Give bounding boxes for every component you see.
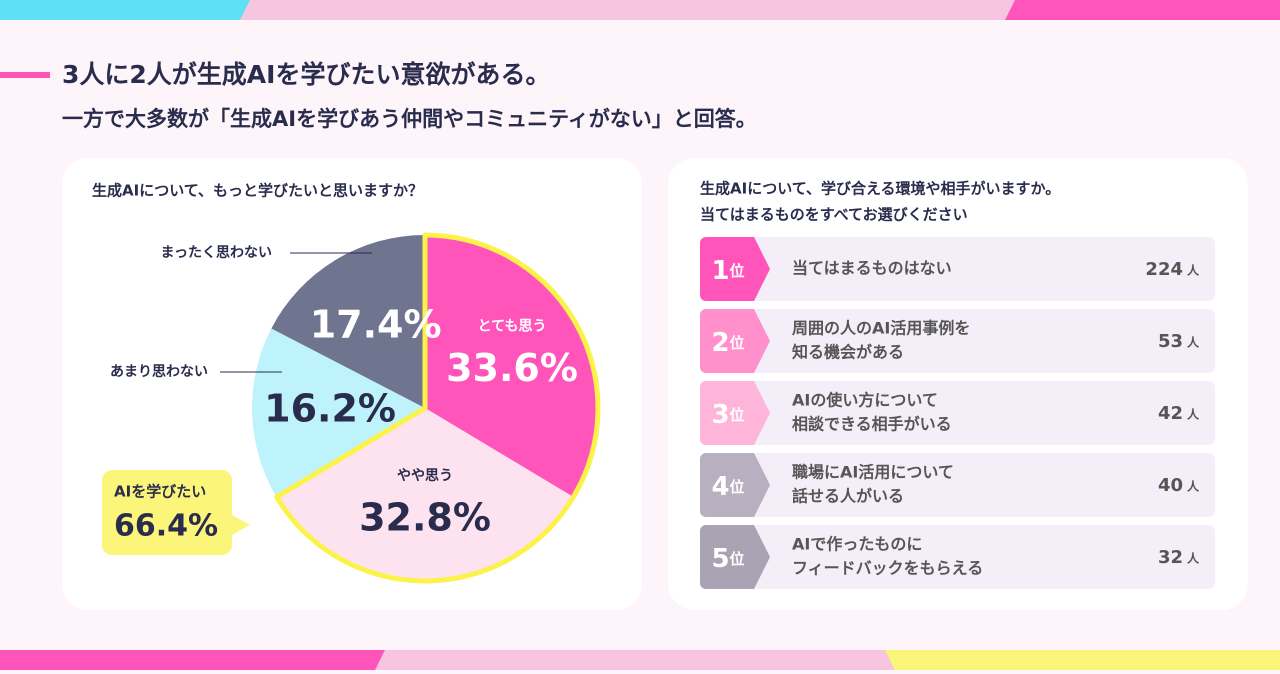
count: 224: [1145, 259, 1183, 280]
pie-question: 生成AIについて、もっと学びたいと思いますか？: [92, 182, 423, 200]
rank: 4位: [711, 472, 744, 502]
value-label: 16.2%: [264, 386, 396, 430]
highlight-outline: [274, 232, 601, 584]
value-label: 17.4%: [310, 302, 442, 346]
pie-slice: [276, 408, 574, 581]
count-unit: 人: [1187, 479, 1200, 494]
rank-unit: 位: [730, 262, 745, 280]
rank-question: 生成AIについて、学び合える環境や相手がいますか。: [700, 180, 1060, 198]
stripe: [885, 650, 1280, 670]
row-bg: [700, 237, 1215, 301]
rank-number: 4: [711, 472, 729, 502]
rank-question: 当てはまるものをすべてお選びください: [700, 206, 968, 224]
slice-label: あまり思わない: [110, 364, 208, 380]
row-bg: [700, 309, 1215, 373]
count: 32: [1158, 547, 1183, 568]
item-label: フィードバックをもらえる: [792, 559, 983, 578]
rank-unit: 位: [730, 406, 745, 424]
title-accent: [0, 72, 50, 78]
callout: [102, 470, 250, 555]
row-bg: [700, 525, 1215, 589]
count: 42: [1158, 403, 1183, 424]
callout-value: 66.4%: [114, 509, 218, 544]
item-label: AIの使い方について: [792, 391, 938, 410]
title: 3人に2人が生成AIを学びたい意欲がある。: [62, 60, 550, 89]
item-label: 相談できる相手がいる: [792, 415, 952, 434]
rank-badge: [700, 525, 770, 589]
subtitle: 一方で大多数が「生成AIを学びあう仲間やコミュニティがない」と回答。: [62, 107, 757, 131]
count-unit: 人: [1187, 263, 1200, 278]
count: 53: [1158, 331, 1183, 352]
rank-number: 1: [711, 256, 729, 286]
rank-number: 3: [711, 400, 729, 430]
pie-slice: [271, 235, 425, 408]
row-bg: [700, 453, 1215, 517]
pie-slice: [425, 235, 599, 497]
rank-badge: [700, 381, 770, 445]
rank: 3位: [711, 400, 744, 430]
item-label: 当てはまるものはない: [792, 259, 952, 278]
item-label: 職場にAI活用について: [792, 463, 954, 482]
row-bg: [700, 381, 1215, 445]
pie-slice: [252, 328, 425, 497]
count-unit: 人: [1187, 407, 1200, 422]
item-label: 知る機会がある: [792, 343, 904, 362]
rank-badge: [700, 453, 770, 517]
item-label: 周囲の人のAI活用事例を: [792, 319, 970, 338]
value-label: 33.6%: [446, 346, 578, 390]
rank-number: 5: [711, 544, 729, 574]
rank-number: 2: [711, 328, 729, 358]
callout-label: AIを学びたい: [114, 483, 206, 501]
item-label: 話せる人がいる: [792, 487, 904, 506]
rank-unit: 位: [730, 550, 745, 568]
rank: 5位: [711, 544, 744, 574]
slice-label: とても思う: [478, 319, 547, 335]
item-label: AIで作ったものに: [792, 535, 922, 554]
stripe: [0, 650, 385, 670]
rank: 2位: [711, 328, 744, 358]
rank-badge: [700, 237, 770, 301]
rank-unit: 位: [730, 334, 745, 352]
slice-label: やや思う: [397, 468, 453, 484]
value-label: 32.8%: [359, 496, 491, 540]
stripe: [1005, 0, 1280, 20]
count-unit: 人: [1187, 551, 1200, 566]
slice-label: まったく思わない: [161, 245, 272, 261]
rank-badge: [700, 309, 770, 373]
count: 40: [1158, 475, 1183, 496]
rank-unit: 位: [730, 478, 745, 496]
top-band: [0, 0, 1280, 20]
rank: 1位: [711, 256, 744, 286]
count-unit: 人: [1187, 335, 1200, 350]
stripe: [0, 0, 250, 20]
